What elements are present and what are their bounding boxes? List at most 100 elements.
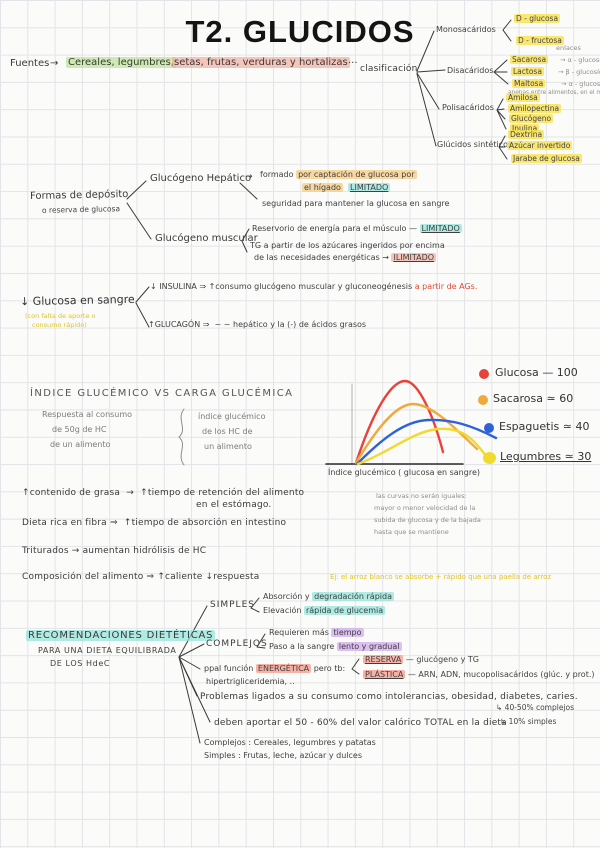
fuentes-label: Fuentes — [10, 58, 50, 69]
monosacaridos-label: Monosacáridos — [436, 25, 496, 34]
connector-hepatico-seguridad — [239, 182, 258, 200]
deposito-subtitle: o reserva de glucosa — [41, 204, 121, 215]
simples-line2: Elevación rápida de glucemia — [263, 606, 386, 615]
factor-composicion: Composición del alimento ⇒ ↑caliente ↓re… — [22, 572, 260, 582]
factor-fibra-pre: Dieta rica en fibra ⇒ — [22, 518, 118, 528]
curve-legumbres — [356, 427, 490, 466]
ejemplos-complejos: Complejos : Cereales, legumbres y patata… — [204, 738, 376, 747]
bracket-simples — [250, 597, 260, 613]
fuentes-ellipsis: ... — [348, 55, 358, 66]
muscular-line1: Reservorio de energía para el músculo — … — [252, 224, 462, 233]
curve-glucosa — [354, 379, 445, 465]
bracket-glucosa-sangre — [135, 286, 150, 328]
curve-espaguetis — [355, 418, 498, 466]
bracket-monosacaridos — [502, 19, 512, 42]
disa-item-maltosa: Maltosa — [512, 79, 546, 88]
legend-sacarosa: Sacarosa ≃ 60 — [493, 392, 573, 405]
legend-espaguetis-value: ≃ 40 — [562, 420, 590, 433]
legend-espaguetis-name: Espaguetis — [499, 420, 560, 433]
indice-left-2: de 50g de HC — [52, 425, 107, 434]
factor-grasa-pre: ↑contenido de grasa — [22, 488, 121, 498]
sint-item-jarabe: Jarabe de glucosa — [511, 154, 582, 163]
legend-legumbres-name: Legumbres — [500, 450, 562, 463]
bracket-funcion — [351, 658, 360, 675]
chart-note-4: hasta que se mantiene — [374, 528, 449, 536]
simples-line2-highlight: rápida de glucemia — [303, 606, 386, 615]
plastica-highlight: PLÁSTICA — [363, 670, 406, 679]
simples-line1-highlight: degradación rápida — [312, 592, 394, 601]
disacaridos-enlaces-note: enlaces — [556, 44, 581, 52]
muscular-line2: TG a partir de los azúcares ingeridos po… — [250, 241, 445, 250]
aporte-line: deben aportar el 50 - 60% del valor caló… — [214, 718, 507, 728]
bracket-sinteticos — [498, 135, 508, 160]
connector-rec-funcion — [178, 656, 201, 670]
clasificacion-label: clasificación — [360, 64, 418, 74]
recomendaciones-sub2: DE LOS HdeC — [50, 659, 111, 668]
indice-right-1: índice glucémico — [198, 412, 266, 421]
insulina-text: ↑consumo glucógeno muscular y gluconeogé… — [208, 282, 413, 291]
hepatico-limitado-badge: LIMITADO — [348, 183, 391, 192]
fuentes-pink-highlight: setas, frutas, verduras y hortalizas — [172, 57, 350, 68]
brace-indice — [178, 408, 185, 466]
legend-dot-sacarosa — [478, 395, 488, 405]
poli-item-inulina: Inulina — [510, 124, 540, 133]
indice-right-2: de los HC de — [202, 427, 253, 436]
reserva-line: RESERVA — glucógeno y TG — [363, 655, 479, 664]
legend-sacarosa-value: ≃ 60 — [546, 392, 574, 405]
glucagon-pre: ↑GLUCAGÓN ⇒ — [148, 320, 210, 329]
disa-enlace-maltosa: → α - glucosíd. — [561, 80, 600, 88]
disa-item-sacarosa: Sacarosa — [510, 55, 549, 64]
hepatico-line2: el hígado LIMITADO — [302, 183, 391, 192]
recomendaciones-title: RECOMENDACIONES DIETÉTICAS — [26, 630, 216, 641]
hepatico-seguridad: seguridad para mantener la glucosa en sa… — [262, 199, 450, 208]
legend-dot-legumbres — [483, 452, 496, 464]
chart-note-3: subida de glucosa y de la bajada — [374, 516, 481, 524]
disa-enlace-sacarosa: → α - glucosíd. — [560, 56, 600, 64]
glucosa-sangre-note2: consumo rápido) — [32, 321, 87, 329]
simples-line2-pre: Elevación — [263, 606, 302, 615]
complejos-line1-pre: Requieren más — [269, 628, 329, 637]
muscular-reservorio: Reservorio de energía para el músculo — — [252, 224, 417, 233]
disa-enlace-lactosa: → β - glucosíd. — [558, 68, 600, 76]
muscular-line3-text: de las necesidades energéticas → — [254, 253, 389, 262]
funcion-line: ppal función ENERGÉTICA pero tb: — [204, 664, 345, 673]
complejos-line1: Requieren más tiempo — [269, 628, 364, 637]
ejemplos-simples: Simples : Frutas, leche, azúcar y dulces — [204, 751, 362, 760]
legend-legumbres: Legumbres ≃ 30 — [500, 450, 591, 463]
factor-grasa: ↑contenido de grasa → ↑tiempo de retenci… — [22, 488, 304, 498]
bracket-disacaridos — [493, 59, 509, 85]
glucogeno-hepatico-label: Glucógeno Hepático — [150, 173, 252, 184]
aporte-split-complejos: ↳ 40-50% complejos — [496, 703, 575, 712]
polisacaridos-label: Polisacáridos — [442, 103, 494, 112]
factor-fibra: Dieta rica en fibra ⇒ ↑tiempo de absorci… — [22, 518, 286, 528]
indice-left-3: de un alimento — [50, 440, 111, 449]
aporte-split-simples: ↳ 10% simples — [500, 717, 557, 726]
fuentes-green-highlight: Cereales, legumbres, — [66, 57, 176, 68]
legend-glucosa-value: — 100 — [542, 366, 578, 379]
muscular-line3: de las necesidades energéticas → ILIMITA… — [254, 253, 437, 262]
problemas-line: Problemas ligados a su consumo como into… — [200, 692, 578, 702]
insulina-line: ↓ INSULINA ⇒ ↑consumo glucógeno muscular… — [150, 282, 477, 291]
muscular-ilimitado-badge: ILIMITADO — [391, 253, 437, 262]
sint-item-azucar-invertido: Azúcar invertido — [507, 141, 573, 150]
sinteticos-label: Glúcidos sintéticos — [437, 140, 513, 149]
funcion-post: pero tb: — [313, 664, 346, 673]
glucosa-sangre-note1: (con falta de aporte o — [25, 312, 96, 320]
complejos-label: COMPLEJOS — [206, 639, 268, 649]
factor-grasa-line2: en el estómago. — [196, 500, 272, 510]
legend-dot-espaguetis — [484, 423, 494, 433]
page-title: T2. GLUCIDOS — [185, 14, 415, 49]
poli-item-amilopectina: Amilopectina — [508, 104, 562, 113]
deposito-title: Formas de depósito — [29, 188, 129, 203]
legend-glucosa: Glucosa — 100 — [495, 366, 578, 379]
connector-clasificacion-poli — [416, 72, 440, 110]
disa-item-lactosa: Lactosa — [511, 67, 544, 76]
insulina-pre: ↓ INSULINA ⇒ — [150, 282, 207, 291]
connector-rec-complejos — [178, 643, 205, 658]
factor-triturados: Triturados → aumentan hidrólisis de HC — [22, 546, 207, 556]
legend-sacarosa-name: Sacarosa — [493, 392, 543, 405]
connector-clasificacion-disa — [416, 69, 446, 73]
hepatico-line1-highlight: por captación de glucosa por — [296, 170, 417, 179]
reserva-highlight: RESERVA — [363, 655, 404, 664]
